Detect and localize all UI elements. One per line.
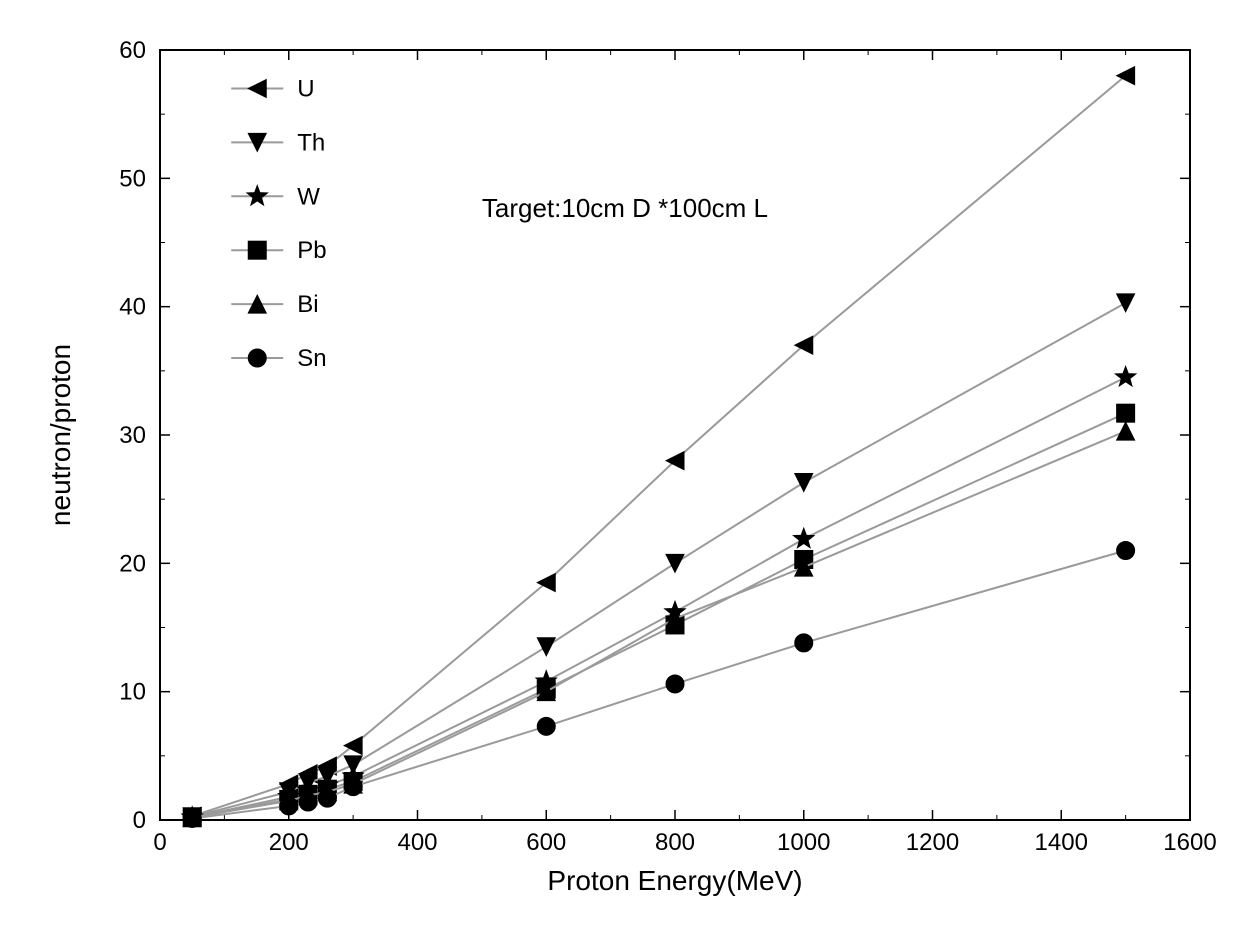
legend-item-Bi: Bi bbox=[297, 291, 318, 318]
legend-item-Th: Th bbox=[297, 129, 325, 156]
legend-item-Pb: Pb bbox=[297, 237, 326, 264]
legend-item-Sn: Sn bbox=[297, 345, 326, 372]
svg-text:1600: 1600 bbox=[1163, 829, 1216, 856]
svg-text:20: 20 bbox=[119, 550, 146, 577]
legend-item-W: W bbox=[297, 183, 320, 210]
svg-text:800: 800 bbox=[655, 829, 695, 856]
svg-text:60: 60 bbox=[119, 37, 146, 64]
x-axis-label: Proton Energy(MeV) bbox=[547, 865, 802, 896]
svg-text:600: 600 bbox=[526, 829, 566, 856]
svg-text:0: 0 bbox=[133, 807, 146, 834]
svg-text:200: 200 bbox=[269, 829, 309, 856]
y-axis-label: neutron/proton bbox=[45, 344, 76, 526]
svg-text:40: 40 bbox=[119, 294, 146, 321]
svg-text:0: 0 bbox=[153, 829, 166, 856]
chart-container: 0 200 400 600 800 1000 1200 1400 1600 0 10 20 30 40 50… bbox=[0, 0, 1240, 938]
annotation-text: Target:10cm D *100cm L bbox=[482, 193, 768, 223]
svg-text:30: 30 bbox=[119, 422, 146, 449]
legend-item-U: U bbox=[297, 76, 314, 103]
svg-text:10: 10 bbox=[119, 679, 146, 706]
svg-text:1400: 1400 bbox=[1035, 829, 1088, 856]
svg-text:50: 50 bbox=[119, 165, 146, 192]
svg-text:400: 400 bbox=[397, 829, 437, 856]
svg-text:1000: 1000 bbox=[777, 829, 830, 856]
scatter-chart: 0 200 400 600 800 1000 1200 1400 1600 0 10 20 30 40 50… bbox=[0, 0, 1240, 938]
svg-text:1200: 1200 bbox=[906, 829, 959, 856]
